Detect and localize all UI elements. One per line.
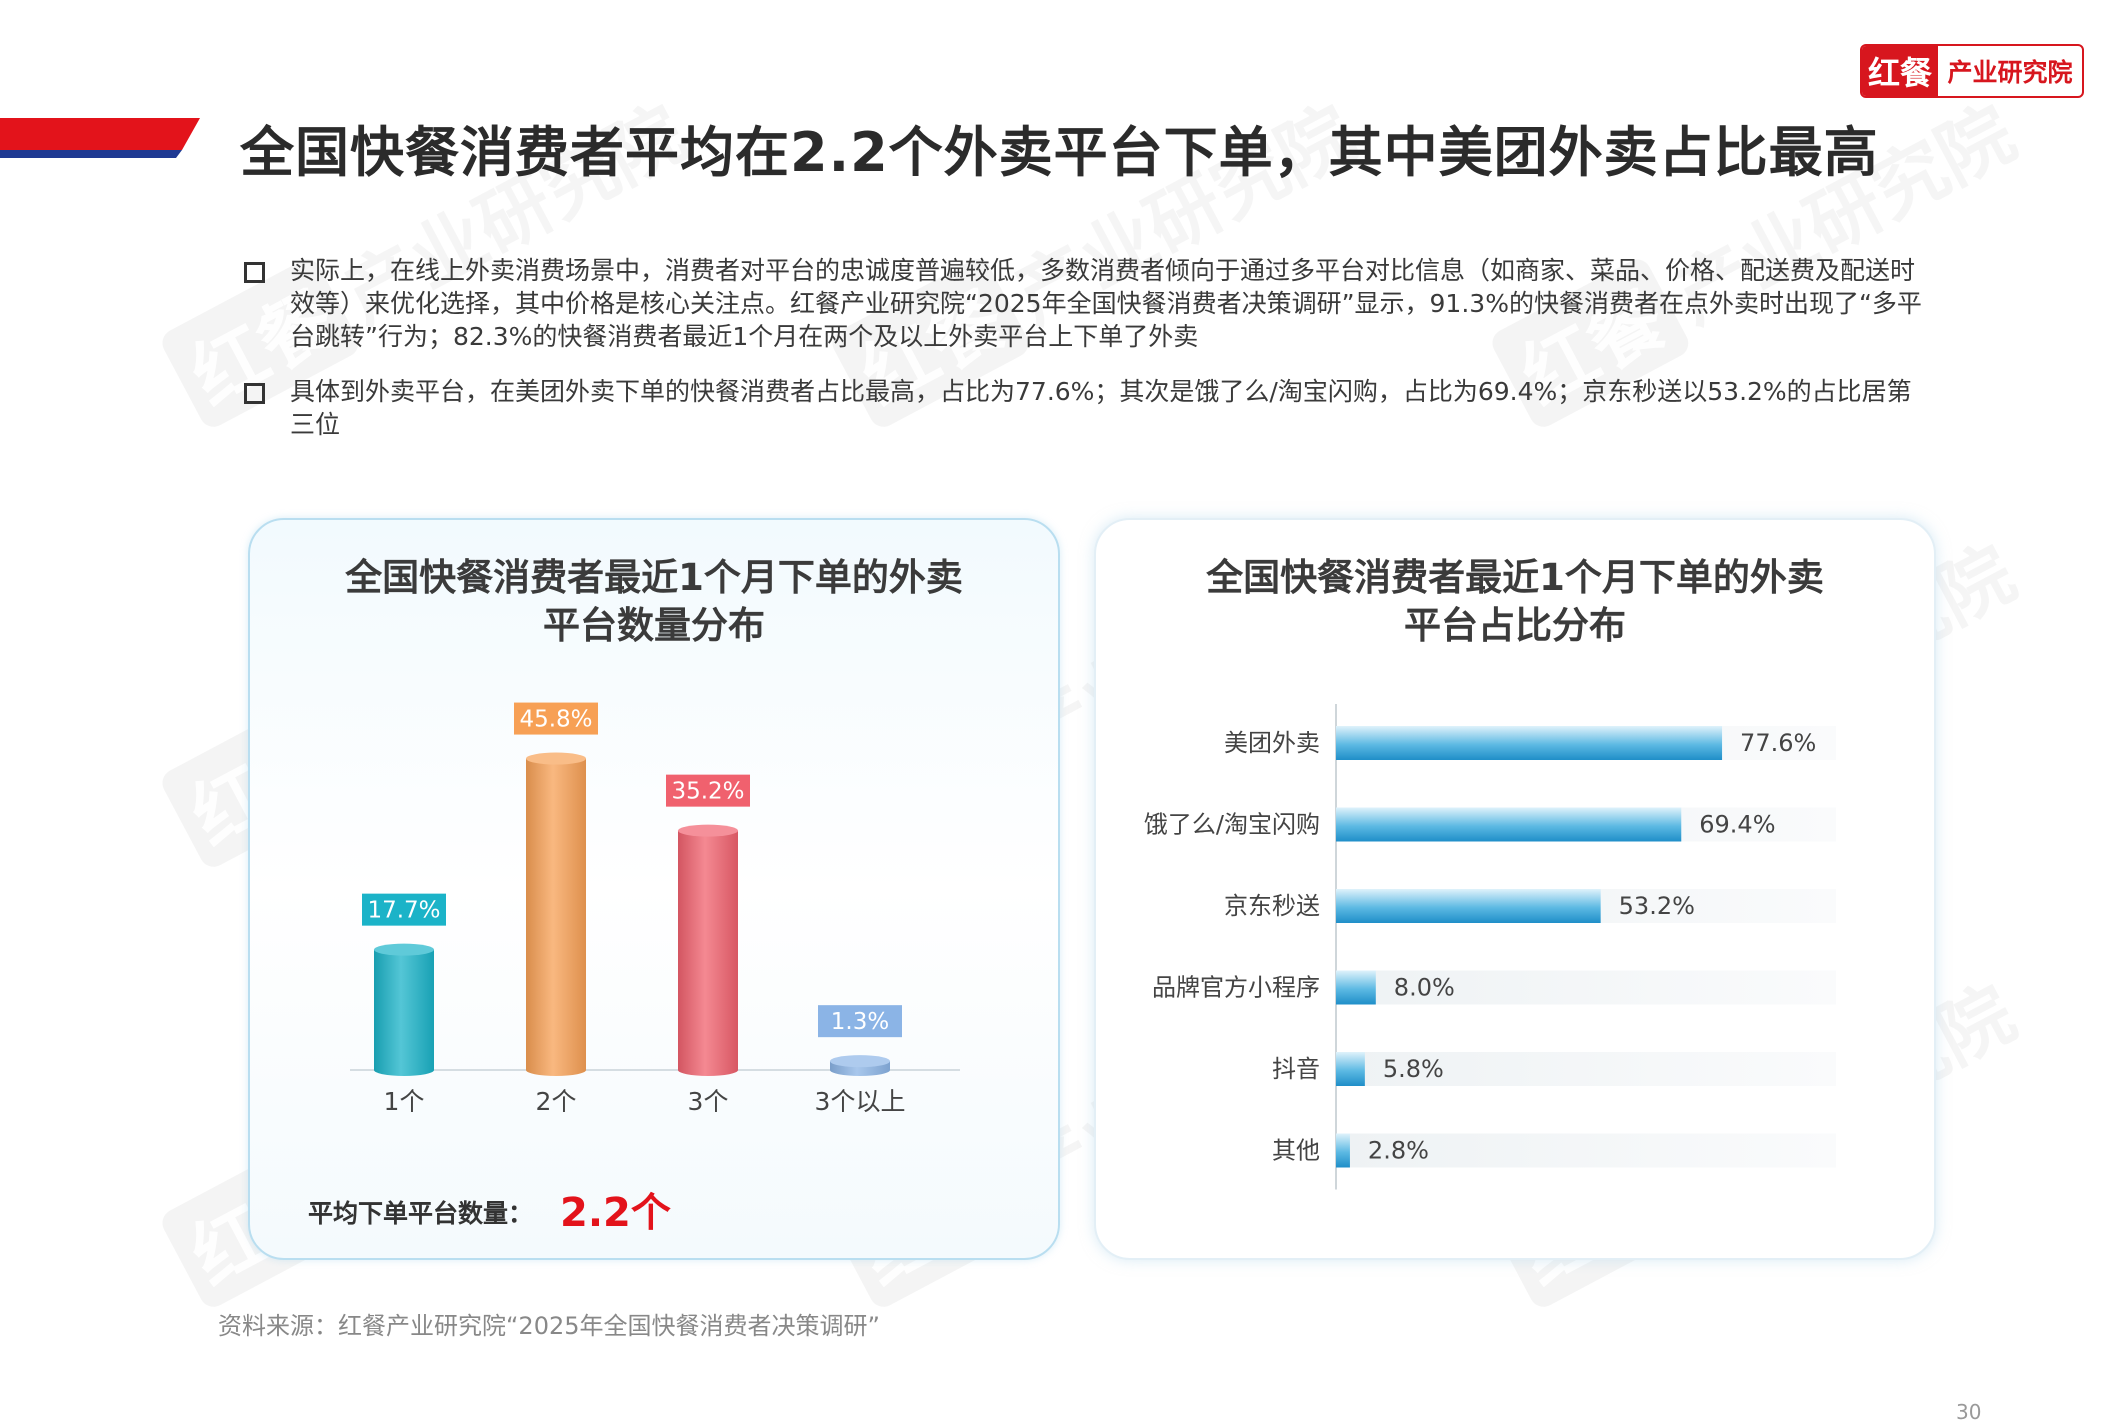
bar <box>1336 807 1682 842</box>
data-label-box <box>666 774 750 807</box>
data-label: 77.6% <box>1740 729 1816 757</box>
data-label: 45.8% <box>519 707 592 733</box>
category-label: 3个以上 <box>815 1087 906 1116</box>
source-note: 资料来源：红餐产业研究院“2025年全国快餐消费者决策调研” <box>218 1312 880 1340</box>
platform-count-panel: 全国快餐消费者最近1个月下单的外卖 平台数量分布 17.7% 1个 45.8% 2个 3… <box>248 518 1060 1260</box>
bar-top <box>526 752 586 765</box>
square-bullet-icon <box>244 383 265 404</box>
category-label: 3个 <box>688 1087 729 1116</box>
data-label-box <box>362 893 446 926</box>
category-label: 品牌官方小程序 <box>1152 974 1320 1002</box>
logo: 红餐 产业研究院 <box>1860 44 2084 98</box>
data-label-box <box>514 702 598 735</box>
average-label: 平均下单平台数量： <box>308 1199 534 1228</box>
category-label: 1个 <box>384 1087 425 1116</box>
bar <box>374 949 434 1076</box>
data-label: 2.8% <box>1368 1137 1429 1165</box>
panel-title: 全国快餐消费者最近1个月下单的外卖 平台数量分布 <box>345 556 963 647</box>
data-label: 69.4% <box>1699 811 1775 839</box>
page-number: 30 <box>1956 1400 1982 1424</box>
category-label: 京东秒送 <box>1224 892 1320 920</box>
logo-mark: 红餐 <box>1862 46 1938 96</box>
data-label: 1.3% <box>831 1009 889 1035</box>
panel-title: 全国快餐消费者最近1个月下单的外卖 平台占比分布 <box>1206 556 1824 647</box>
data-label: 8.0% <box>1394 974 1455 1002</box>
bar <box>1336 970 1376 1005</box>
bar-top <box>830 1055 890 1068</box>
data-label-box <box>818 1005 902 1038</box>
bar <box>1336 1133 1350 1168</box>
bullet-list: 实际上，在线上外卖消费场景中，消费者对平台的忠诚度普遍较低，多数消费者倾向于通过… <box>244 254 1924 463</box>
title-accent-bar <box>0 118 200 158</box>
bullet-text: 具体到外卖平台，在美团外卖下单的快餐消费者占比最高，占比为77.6%；其次是饿了… <box>290 377 1912 439</box>
data-label: 35.2% <box>671 779 744 805</box>
bar <box>678 830 738 1076</box>
bar-track <box>1336 1133 1836 1168</box>
platform-share-chart: 美团外卖 77.6% 饿了么/淘宝闪购 69.4% 京东秒送 53.2% 品牌官方小程序 8.… <box>1144 704 1836 1190</box>
bar-track <box>1336 1052 1836 1086</box>
bar-track <box>1336 970 1836 1005</box>
category-label: 饿了么/淘宝闪购 <box>1144 811 1320 839</box>
category-label: 美团外卖 <box>1224 729 1320 757</box>
bar-top <box>678 824 738 837</box>
bullet-item: 实际上，在线上外卖消费场景中，消费者对平台的忠诚度普遍较低，多数消费者倾向于通过… <box>244 254 1924 353</box>
bullet-text: 实际上，在线上外卖消费场景中，消费者对平台的忠诚度普遍较低，多数消费者倾向于通过… <box>290 256 1922 351</box>
average-value: 2.2个 <box>560 1190 671 1236</box>
data-label: 5.8% <box>1383 1055 1444 1083</box>
page-title: 全国快餐消费者平均在2.2个外卖平台下单，其中美团外卖占比最高 <box>240 121 1879 184</box>
category-label: 其他 <box>1272 1137 1320 1165</box>
bar <box>1336 889 1601 923</box>
square-bullet-icon <box>244 262 265 283</box>
logo-text: 产业研究院 <box>1947 58 2073 87</box>
category-label: 抖音 <box>1272 1055 1320 1083</box>
bar <box>526 758 586 1076</box>
platform-count-chart: 17.7% 1个 45.8% 2个 35.2% 3个 1.3% 3个以上 <box>350 702 960 1116</box>
category-label: 2个 <box>536 1087 577 1116</box>
bar <box>1336 1052 1365 1086</box>
platform-share-panel: 全国快餐消费者最近1个月下单的外卖 平台占比分布 美团外卖 77.6% 饿了么/淘宝… <box>1094 518 1936 1260</box>
data-label: 53.2% <box>1619 892 1695 920</box>
bullet-item: 具体到外卖平台，在美团外卖下单的快餐消费者占比最高，占比为77.6%；其次是饿了… <box>244 375 1924 441</box>
data-label: 17.7% <box>367 898 440 924</box>
bar <box>1336 726 1723 760</box>
bar-top <box>374 943 434 956</box>
